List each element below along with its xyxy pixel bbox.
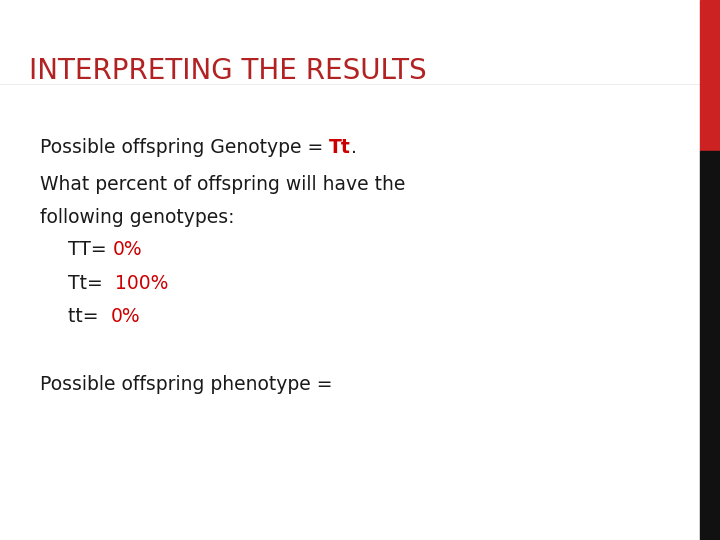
- Bar: [700, 0, 720, 151]
- Text: tt=: tt=: [68, 307, 111, 326]
- Text: Tt=: Tt=: [68, 274, 115, 293]
- Bar: [700, 151, 720, 540]
- Text: 0%: 0%: [111, 307, 140, 326]
- Text: .: .: [351, 138, 356, 157]
- Text: Tt: Tt: [329, 138, 351, 157]
- Text: Possible offspring Genotype =: Possible offspring Genotype =: [40, 138, 329, 157]
- Text: 0%: 0%: [113, 240, 143, 259]
- Text: INTERPRETING THE RESULTS: INTERPRETING THE RESULTS: [29, 57, 426, 85]
- Text: following genotypes:: following genotypes:: [40, 208, 234, 227]
- Text: What percent of offspring will have the: What percent of offspring will have the: [40, 176, 405, 194]
- Text: 100%: 100%: [115, 274, 168, 293]
- Text: TT=: TT=: [68, 240, 113, 259]
- Text: Possible offspring phenotype =: Possible offspring phenotype =: [40, 375, 338, 394]
